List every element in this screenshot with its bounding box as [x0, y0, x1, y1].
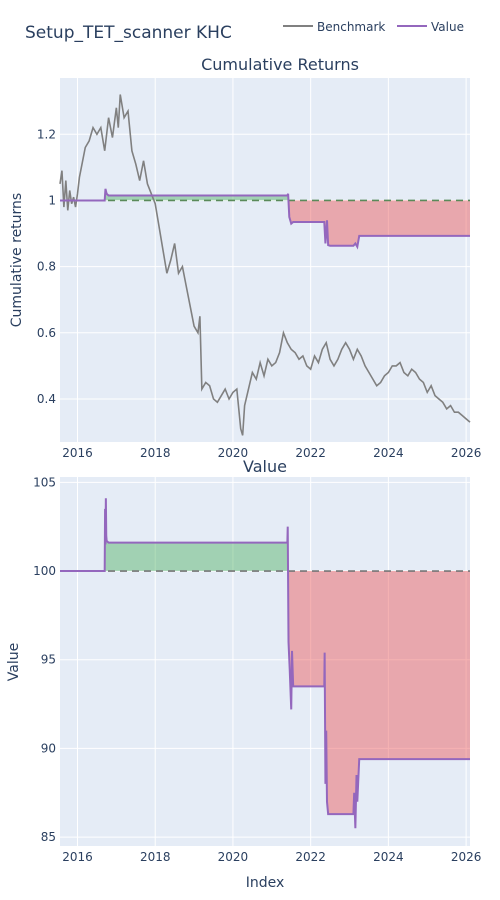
x-tick-label: 2020	[218, 446, 249, 460]
loss-fill	[287, 526, 470, 829]
x-tick-label: 2018	[140, 850, 171, 864]
y-tick-label: 1.2	[37, 127, 56, 141]
cumulative-returns-panel: Cumulative Returns 0.40.60.811.2 2016 201…	[9, 55, 481, 460]
figure-title: Setup_TET_scanner KHC	[25, 23, 232, 43]
legend-item-value[interactable]: Value	[397, 20, 464, 34]
y-tick-label: 90	[41, 741, 56, 755]
value-y-label: Value	[6, 643, 22, 681]
value-grid	[60, 477, 470, 846]
y-tick-label: 0.6	[37, 326, 56, 340]
y-tick-label: 100	[33, 564, 56, 578]
y-tick-label: 1	[48, 193, 56, 207]
legend-item-benchmark[interactable]: Benchmark	[283, 20, 385, 34]
x-tick-label: 2024	[373, 446, 404, 460]
y-tick-label: 85	[41, 830, 56, 844]
cumulative-returns-fills	[104, 188, 470, 247]
series-line-value	[60, 188, 470, 250]
cumulative-returns-y-label: Cumulative returns	[9, 193, 25, 327]
legend-label-benchmark: Benchmark	[317, 20, 385, 34]
series-line-benchmark	[59, 94, 471, 436]
x-tick-label: 2016	[62, 446, 93, 460]
gain-fill	[104, 498, 288, 572]
x-tick-label: 2026	[451, 850, 482, 864]
value-y-ticks: 85 90 95 100 105	[33, 475, 56, 844]
x-tick-label: 2022	[295, 446, 326, 460]
x-tick-label: 2016	[62, 850, 93, 864]
y-tick-label: 0.4	[37, 392, 56, 406]
x-tick-label: 2020	[218, 850, 249, 864]
cumulative-returns-title: Cumulative Returns	[201, 55, 359, 74]
cumulative-returns-y-ticks: 0.4 0.6 0.8 1 1.2	[37, 127, 56, 406]
series-line-value-panel	[60, 498, 470, 829]
value-panel-title: Value	[243, 457, 287, 476]
legend-label-value: Value	[431, 20, 464, 34]
cumulative-returns-x-ticks: 2016 2018 2020 2022 2024 2026	[62, 446, 481, 460]
x-tick-label: 2022	[295, 850, 326, 864]
x-tick-label: 2024	[373, 850, 404, 864]
value-fills	[104, 498, 470, 829]
value-plot-area	[60, 477, 470, 846]
loss-fill	[288, 193, 470, 247]
x-tick-label: 2018	[140, 446, 171, 460]
value-x-ticks: 2016 2018 2020 2022 2024 2026	[62, 850, 481, 864]
y-tick-label: 105	[33, 475, 56, 489]
x-axis-label: Index	[246, 875, 285, 891]
x-tick-label: 2026	[451, 446, 482, 460]
y-tick-label: 95	[41, 653, 56, 667]
y-tick-label: 0.8	[37, 260, 56, 274]
legend: Benchmark Value	[283, 20, 464, 34]
gain-fill	[104, 188, 289, 201]
cumulative-returns-plot-area	[60, 78, 470, 442]
